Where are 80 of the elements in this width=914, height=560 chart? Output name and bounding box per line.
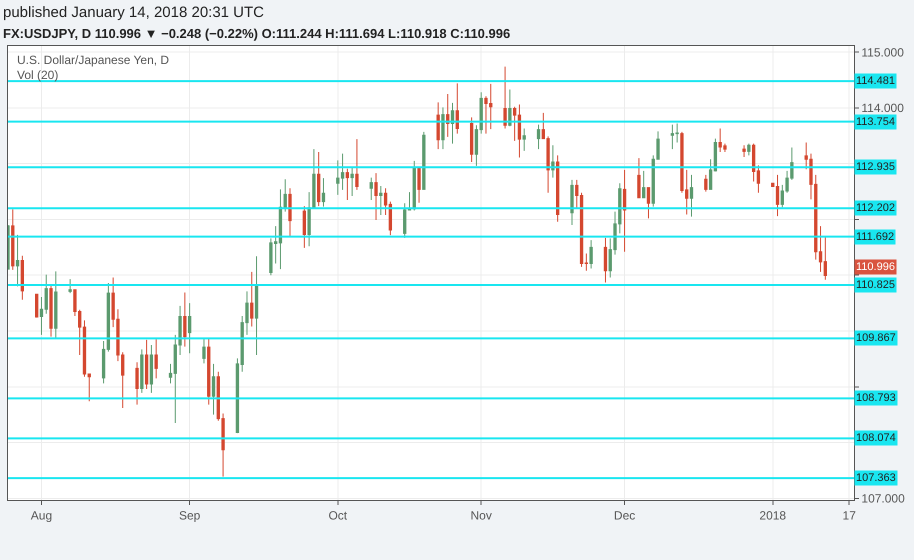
chart-subtitle: FX:USDJPY, D 110.996 ▼ −0.248 (−0.22%) O:111.244 H:111.694 L:110.918 C:110.996 — [3, 26, 510, 41]
ref-line-label: 113.754 — [856, 116, 895, 128]
candlestick — [690, 174, 694, 218]
candlestick — [370, 177, 373, 200]
candlestick — [49, 284, 53, 338]
candlestick — [346, 168, 350, 200]
candlestick — [704, 174, 708, 192]
ref-line-label: 108.074 — [856, 432, 896, 444]
candlestick — [16, 234, 20, 287]
candlestick — [254, 256, 258, 356]
candlestick — [202, 338, 206, 364]
candlestick — [637, 158, 641, 199]
candlestick — [622, 169, 626, 252]
candlestick — [508, 89, 512, 127]
candlestick — [441, 106, 445, 150]
candlestick — [154, 338, 158, 379]
candlestick — [11, 208, 14, 270]
candlestick — [302, 206, 306, 248]
ref-line-label: 114.481 — [856, 75, 895, 87]
candlestick — [54, 270, 58, 340]
candlestick — [446, 93, 450, 138]
ref-line-label: 112.935 — [856, 161, 895, 173]
ref-line-label: 107.363 — [856, 472, 896, 484]
candlestick — [374, 172, 378, 221]
y-tick-label: 114.000 — [861, 101, 904, 116]
candlestick — [135, 362, 139, 406]
candlestick — [422, 131, 426, 190]
candlestick — [556, 154, 560, 222]
candlestick — [312, 148, 316, 208]
candlestick — [570, 179, 574, 226]
ref-line-label: 110.825 — [856, 279, 895, 291]
annotation: U.S. Dollar/Japanese Yen, D — [17, 53, 170, 67]
candlestick — [212, 363, 216, 416]
candlestick — [144, 339, 148, 390]
candlestick — [646, 187, 650, 219]
annotation: Vol (20) — [17, 68, 58, 82]
candlestick — [188, 302, 192, 354]
candlestick — [417, 167, 421, 204]
candlestick — [250, 271, 254, 328]
candlestick — [742, 144, 746, 158]
x-tick-label: Sep — [178, 508, 201, 522]
candlestick — [436, 102, 440, 150]
candlestick — [350, 167, 354, 197]
candlestick — [68, 278, 72, 294]
candlestick — [503, 66, 507, 130]
candlestick — [317, 151, 320, 207]
candlestick — [355, 138, 359, 190]
candlestick — [450, 102, 454, 144]
candlestick — [604, 237, 608, 283]
x-tick-label: Nov — [470, 508, 492, 522]
candlestick — [183, 292, 187, 348]
y-tick-label: 107.000 — [861, 492, 906, 506]
candlestick — [379, 185, 382, 216]
candlestick — [456, 82, 459, 134]
x-tick-label: Oct — [328, 508, 348, 522]
candlestick — [536, 124, 540, 150]
candlestick — [642, 170, 646, 198]
ref-line-label: 109.867 — [856, 332, 896, 344]
candlestick — [288, 188, 292, 238]
candlestick — [140, 348, 144, 394]
chart-title: published January 14, 2018 20:31 UTC — [3, 4, 264, 21]
ref-line-label: 111.692 — [856, 231, 894, 243]
candlestick — [470, 116, 474, 163]
candlestick — [35, 294, 38, 318]
ref-line-label: 112.202 — [856, 202, 895, 214]
candlestick — [150, 344, 154, 394]
candlestick — [589, 240, 593, 270]
candlestick — [522, 128, 526, 152]
candlestick — [307, 192, 311, 247]
candlestick — [20, 255, 24, 300]
x-tick-label: Aug — [30, 508, 52, 522]
y-tick-label: 115.000 — [861, 45, 904, 60]
candlestick — [747, 143, 751, 156]
x-tick-label: Dec — [614, 508, 636, 522]
ref-line-label: 108.793 — [856, 392, 896, 404]
candlestick — [322, 178, 326, 208]
text: 110.996 — [856, 261, 895, 273]
x-tick-label: 17 — [842, 508, 856, 522]
x-tick-label: 2018 — [759, 508, 786, 522]
candlestick — [207, 338, 210, 406]
